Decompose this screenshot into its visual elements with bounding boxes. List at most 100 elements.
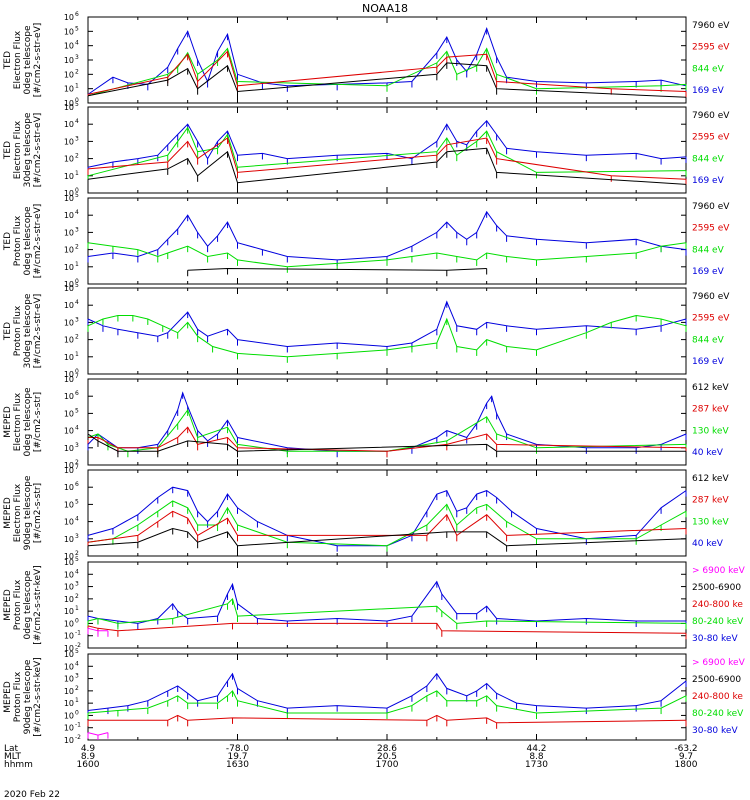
y-tick-label: 10 bbox=[64, 483, 74, 492]
legend-entry: 2500-6900 bbox=[692, 675, 741, 685]
legend-entry: 612 keV bbox=[692, 474, 729, 484]
legend-entry: 240-800 ke bbox=[692, 692, 743, 702]
y-tick-label: 10 bbox=[64, 699, 74, 708]
y-tick-exponent: 3 bbox=[75, 316, 79, 323]
y-tick-exponent: 4 bbox=[75, 118, 79, 125]
y-axis-label-line: 90deg telescope bbox=[23, 659, 33, 734]
y-tick-label: 10 bbox=[64, 461, 74, 470]
y-tick-exponent: 5 bbox=[75, 556, 79, 563]
y-tick-exponent: 5 bbox=[75, 498, 79, 505]
axis-tick-hhmm: 1800 bbox=[675, 760, 698, 770]
y-tick-exponent: -2 bbox=[75, 642, 81, 649]
legend-entry: 2595 eV bbox=[692, 43, 730, 53]
y-tick-exponent: 2 bbox=[75, 153, 79, 160]
y-tick-exponent: 3 bbox=[75, 226, 79, 233]
y-tick-label: 10 bbox=[64, 189, 74, 198]
series-line bbox=[87, 597, 687, 624]
axis-tick-hhmm: 1730 bbox=[525, 760, 548, 770]
y-axis-label-line: MEPED bbox=[3, 681, 13, 713]
series-line bbox=[87, 210, 687, 261]
y-tick-label: 10 bbox=[64, 644, 74, 653]
y-axis-label-line: [#/cm2-s-str] bbox=[33, 392, 43, 452]
y-axis-label: MEPED Electron Flux 90deg telescope [#/cm2-… bbox=[3, 475, 43, 550]
legend-entry: 40 keV bbox=[692, 448, 724, 458]
y-tick-label: 10 bbox=[64, 155, 74, 164]
series-line bbox=[87, 120, 687, 168]
y-tick-label: 10 bbox=[64, 535, 74, 544]
y-tick-label: 10 bbox=[64, 375, 74, 384]
y-axis-label-line: 90deg telescope bbox=[23, 475, 33, 550]
series-line bbox=[87, 672, 687, 711]
legend-entry: 30-80 keV bbox=[692, 726, 738, 736]
axis-row-label: hhmm bbox=[4, 760, 33, 770]
series-line bbox=[87, 126, 687, 177]
y-tick-label: 10 bbox=[64, 172, 74, 181]
y-tick-label: 10 bbox=[64, 518, 74, 527]
y-axis-label-line: MEPED bbox=[3, 589, 13, 621]
y-tick-label: 10 bbox=[64, 632, 74, 641]
axis-tick-hhmm: 1700 bbox=[376, 760, 399, 770]
legend-entry: 844 eV bbox=[692, 64, 725, 74]
y-axis-label: TED Electron Flux 0deg telescope [#/cm2-s-s… bbox=[3, 23, 43, 98]
y-tick-exponent: 6 bbox=[75, 481, 79, 488]
y-tick-exponent: 4 bbox=[75, 209, 79, 216]
y-tick-exponent: 1 bbox=[75, 605, 79, 612]
y-tick-label: 10 bbox=[64, 595, 74, 604]
y-axis-label-line: Electron Flux bbox=[13, 392, 23, 451]
y-axis-label-line: [#/cm2-s-str-keV] bbox=[33, 657, 43, 736]
y-axis-label-line: [#/cm2-s-str] bbox=[33, 483, 43, 543]
y-tick-exponent: 3 bbox=[75, 673, 79, 680]
y-tick-label: 10 bbox=[64, 280, 74, 289]
y-tick-exponent: 5 bbox=[75, 25, 79, 32]
y-tick-label: 10 bbox=[64, 27, 74, 36]
series-line bbox=[87, 47, 687, 97]
axis-tick-lat: 28.6 bbox=[377, 744, 397, 754]
y-tick-exponent: 3 bbox=[75, 533, 79, 540]
y-axis-label-line: [#/cm2-s-str-eV] bbox=[33, 294, 43, 369]
series-line bbox=[87, 408, 687, 452]
axis-tick-mlt: 19.7 bbox=[227, 752, 247, 762]
y-tick-exponent: 0 bbox=[75, 617, 79, 624]
y-tick-label: 10 bbox=[64, 211, 74, 220]
legend-entry: 169 eV bbox=[692, 357, 725, 367]
y-tick-exponent: 5 bbox=[75, 407, 79, 414]
y-axis-label-line: TED bbox=[3, 51, 13, 70]
y-tick-exponent: 7 bbox=[75, 464, 79, 471]
series-line bbox=[87, 137, 687, 180]
y-axis-label-line: Proton Flux bbox=[13, 305, 23, 356]
y-tick-exponent: 2 bbox=[75, 593, 79, 600]
y-tick-label: 10 bbox=[64, 583, 74, 592]
y-tick-exponent: 4 bbox=[75, 568, 79, 575]
series-line bbox=[87, 510, 687, 543]
legend-entry: 612 keV bbox=[692, 383, 729, 393]
y-tick-label: 10 bbox=[64, 607, 74, 616]
y-tick-label: 10 bbox=[64, 662, 74, 671]
y-axis-label-line: MEPED bbox=[3, 406, 13, 438]
legend-entry: 240-800 ke bbox=[692, 600, 743, 610]
y-axis-label-line: 30deg telescope bbox=[23, 112, 33, 187]
y-axis-label-line: Electron Flux bbox=[13, 30, 23, 89]
legend-entry: > 6900 keV bbox=[692, 658, 746, 668]
legend-entry: 7960 eV bbox=[692, 111, 730, 121]
axis-row-label: MLT bbox=[4, 752, 22, 762]
y-tick-label: 10 bbox=[64, 427, 74, 436]
series-line bbox=[88, 714, 687, 724]
y-tick-exponent: 2 bbox=[75, 68, 79, 75]
y-tick-label: 10 bbox=[64, 13, 74, 22]
y-axis-label-line: 30deg telescope bbox=[23, 293, 33, 368]
y-axis-label-line: [#/cm2-s-str-eV] bbox=[33, 113, 43, 188]
series-line bbox=[87, 242, 687, 268]
panel-frame bbox=[87, 197, 687, 285]
y-tick-label: 10 bbox=[64, 318, 74, 327]
chart-title: NOAA18 bbox=[362, 2, 408, 15]
y-axis-label: MEPED Proton Flux 90deg telescope [#/cm2-s-… bbox=[3, 657, 43, 736]
y-axis-label-line: TED bbox=[3, 232, 13, 251]
y-axis-label-line: Proton Flux bbox=[13, 215, 23, 266]
y-tick-exponent: 3 bbox=[75, 442, 79, 449]
panel-frame bbox=[87, 287, 687, 375]
y-axis-label-line: Proton Flux bbox=[13, 671, 23, 722]
legend-entry: 169 eV bbox=[692, 176, 725, 186]
